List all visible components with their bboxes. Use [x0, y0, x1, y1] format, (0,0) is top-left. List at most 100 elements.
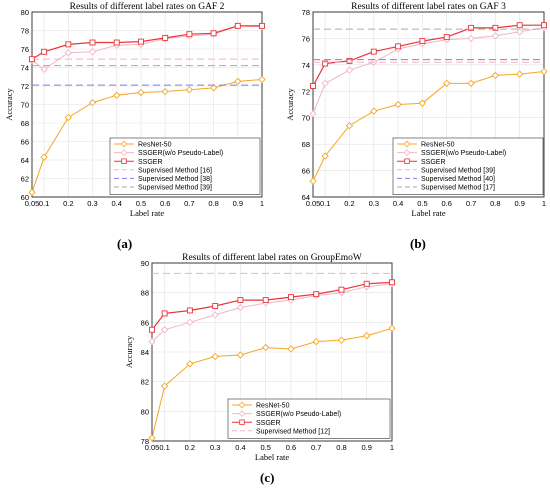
data-point-square — [149, 326, 155, 333]
x-tick-label: 0.1 — [320, 199, 330, 208]
x-axis-label: Label rate — [130, 208, 164, 218]
x-tick-label: 0.2 — [344, 199, 354, 208]
data-point-square — [313, 291, 320, 298]
legend-marker — [121, 158, 127, 164]
data-point-square — [310, 83, 316, 89]
data-point-diamond — [236, 303, 245, 312]
data-point-diamond — [516, 28, 524, 36]
data-point-diamond — [160, 382, 169, 390]
y-tick-label: 74 — [302, 61, 310, 70]
y-tick-label: 80 — [141, 407, 149, 416]
y-tick-label: 66 — [21, 138, 29, 147]
x-tick-label: 0.7 — [466, 199, 476, 208]
y-tick-label: 66 — [302, 167, 310, 176]
legend-marker — [238, 410, 246, 417]
legend-entry: Supervised Method [39] — [421, 167, 495, 174]
legend-marker — [404, 158, 410, 164]
x-tick-label: 0.5 — [417, 199, 427, 208]
x-tick-label: 0.1 — [159, 443, 169, 452]
plot-border — [312, 11, 545, 198]
plot-border — [151, 262, 393, 442]
x-axis-label: Label rate — [255, 452, 289, 462]
y-tick-label: 76 — [302, 34, 310, 43]
y-tick-label: 78 — [21, 27, 29, 36]
y-tick-label: 68 — [302, 140, 310, 149]
data-point-diamond — [491, 71, 500, 80]
x-tick-label: 0.3 — [369, 199, 379, 208]
plot-border — [31, 11, 263, 198]
data-point-diamond — [363, 332, 371, 340]
y-tick-label: 68 — [21, 119, 29, 128]
data-point-square — [516, 22, 523, 29]
legend-entry: SSGER(w/o Pseudo-Label) — [421, 150, 506, 157]
x-tick-label: 0.05 — [306, 199, 321, 208]
data-point-diamond — [28, 188, 36, 197]
y-tick-label: 70 — [302, 114, 310, 123]
chart-panel-gaf2: Results of different label rates on GAF … — [4, 1, 266, 218]
chart-title: Results of different label rates on GAF … — [351, 1, 506, 12]
x-tick-label: 0.9 — [514, 199, 524, 208]
data-point-square — [419, 38, 426, 45]
legend-entry: Supervised Method [12] — [256, 428, 330, 435]
y-tick-label: 74 — [21, 64, 29, 73]
data-point-diamond — [467, 34, 475, 43]
legend-entry: SSGER — [138, 159, 163, 166]
y-tick-label: 84 — [141, 348, 149, 357]
data-point-square — [338, 286, 345, 293]
y-tick-label: 78 — [141, 437, 149, 446]
x-tick-label: 1 — [542, 199, 546, 208]
x-tick-label: 0.2 — [63, 199, 73, 208]
data-point-diamond — [88, 48, 97, 56]
y-tick-label: 82 — [141, 378, 149, 387]
legend-entry: Supervised Method [38] — [138, 176, 212, 183]
data-point-square — [186, 31, 193, 38]
data-point-diamond — [491, 32, 500, 40]
data-point-square — [237, 297, 244, 304]
x-tick-label: 0.8 — [336, 443, 346, 452]
data-point-square — [395, 43, 402, 50]
data-point-square — [162, 34, 169, 41]
data-point-square — [234, 22, 241, 29]
legend-entry: ResNet-50 — [256, 403, 290, 410]
x-tick-label: 0.8 — [490, 199, 500, 208]
x-tick-label: 0.1 — [39, 199, 49, 208]
legend-marker — [120, 140, 128, 148]
y-tick-label: 72 — [302, 87, 310, 96]
data-point-diamond — [148, 337, 156, 346]
data-point-diamond — [64, 113, 72, 122]
data-point-diamond — [337, 336, 346, 344]
legend-entry: Supervised Method [39] — [138, 185, 212, 192]
x-tick-label: 0.7 — [311, 443, 321, 452]
data-point-diamond — [236, 351, 245, 359]
y-tick-label: 60 — [21, 193, 29, 202]
data-point-diamond — [137, 88, 145, 97]
legend-box — [392, 137, 544, 195]
y-tick-label: 70 — [21, 101, 29, 110]
legend-entry: Supervised Method [40] — [421, 176, 495, 183]
data-point-square — [389, 279, 395, 286]
y-tick-label: 80 — [21, 8, 29, 17]
x-tick-label: 0.6 — [442, 199, 452, 208]
legend-entry: Supervised Method [17] — [421, 185, 495, 192]
data-point-square — [363, 280, 370, 287]
data-point-square — [468, 24, 475, 31]
y-axis-label: Accuracy — [285, 87, 295, 120]
data-point-square — [161, 310, 168, 317]
data-point-diamond — [370, 107, 378, 115]
data-point-diamond — [287, 345, 295, 353]
chart-panel-groupemow: Results of different label rates on Grou… — [124, 252, 396, 462]
data-point-diamond — [312, 337, 320, 346]
legend-entry: Supervised Method [16] — [138, 167, 212, 174]
data-point-diamond — [186, 318, 194, 326]
panel-label-c: (c) — [260, 470, 275, 485]
x-tick-label: 0.6 — [160, 199, 170, 208]
data-point-diamond — [209, 84, 218, 92]
data-point-diamond — [88, 99, 97, 107]
data-point-diamond — [309, 110, 317, 118]
x-tick-label: 0.7 — [184, 199, 194, 208]
data-point-diamond — [540, 67, 548, 76]
data-point-square — [65, 41, 72, 48]
x-tick-label: 0.4 — [112, 199, 122, 208]
legend-marker — [403, 140, 411, 148]
